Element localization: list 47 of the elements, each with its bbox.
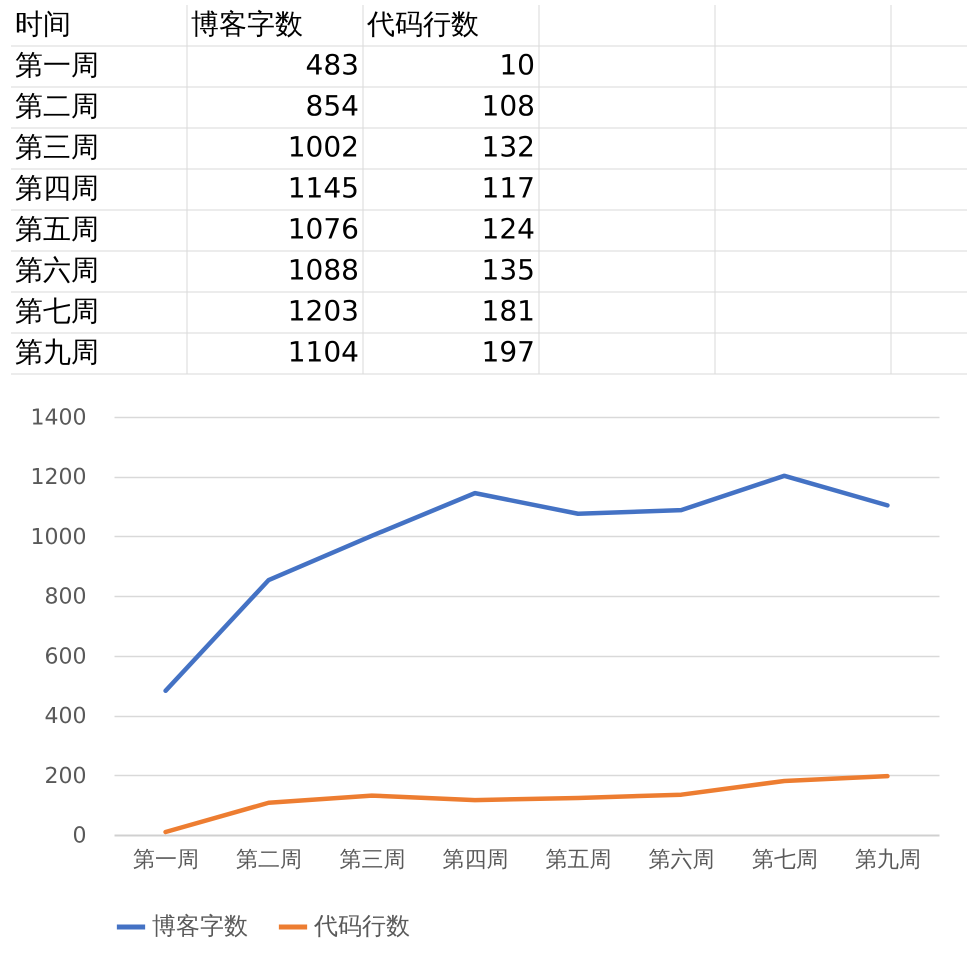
category-label: 第三周	[15, 130, 99, 164]
data-label: 854	[306, 90, 359, 122]
line-series	[163, 774, 890, 834]
x-tick-label: 第四周	[442, 848, 508, 872]
y-tick-label: 0	[72, 824, 86, 848]
category-label: 第六周	[15, 254, 99, 286]
y-tick-label: 200	[44, 764, 86, 789]
text: 时间	[15, 8, 71, 40]
y-tick-label: 1400	[30, 406, 86, 430]
x-tick-label: 第九周	[854, 848, 921, 872]
category-label: 第五周	[15, 212, 99, 246]
category-label: 第二周	[15, 90, 99, 122]
category-label: 第一周	[15, 48, 99, 82]
line-series	[163, 474, 890, 694]
data-label: 1104	[288, 336, 359, 368]
legend-label: 代码行数	[313, 912, 410, 940]
x-tick-label: 第二周	[236, 848, 302, 872]
category-label: 第四周	[15, 172, 99, 204]
category-label: 第七周	[15, 294, 99, 328]
y-tick-label: 800	[44, 584, 86, 610]
x-tick-label: 第三周	[339, 848, 406, 872]
data-label: 181	[482, 294, 535, 328]
x-tick-label: 第七周	[752, 848, 818, 872]
data-label: 132	[482, 130, 535, 164]
data-label: 197	[482, 336, 535, 368]
text: 代码行数	[366, 8, 479, 40]
data-label: 108	[482, 90, 535, 122]
data-label: 1076	[288, 212, 359, 246]
data-label: 1002	[288, 130, 359, 164]
data-label: 124	[482, 212, 535, 246]
category-label: 第九周	[15, 336, 99, 368]
legend-label: 博客字数	[152, 912, 248, 940]
data-label: 10	[499, 48, 535, 82]
y-tick-label: 600	[44, 644, 86, 670]
x-tick-label: 第六周	[648, 848, 715, 872]
data-label: 135	[482, 254, 535, 286]
y-tick-label: 1000	[30, 524, 86, 550]
series-label: 博客字数	[191, 8, 303, 40]
data-label: 117	[482, 172, 535, 204]
x-tick-label: 第一周	[133, 848, 200, 872]
y-tick-label: 400	[44, 704, 86, 730]
data-label: 483	[306, 48, 359, 82]
data-label: 1088	[288, 254, 359, 286]
y-tick-label: 1200	[30, 465, 86, 490]
data-label: 1145	[288, 172, 359, 204]
data-label: 1203	[288, 294, 359, 328]
x-tick-label: 第五周	[546, 848, 612, 872]
